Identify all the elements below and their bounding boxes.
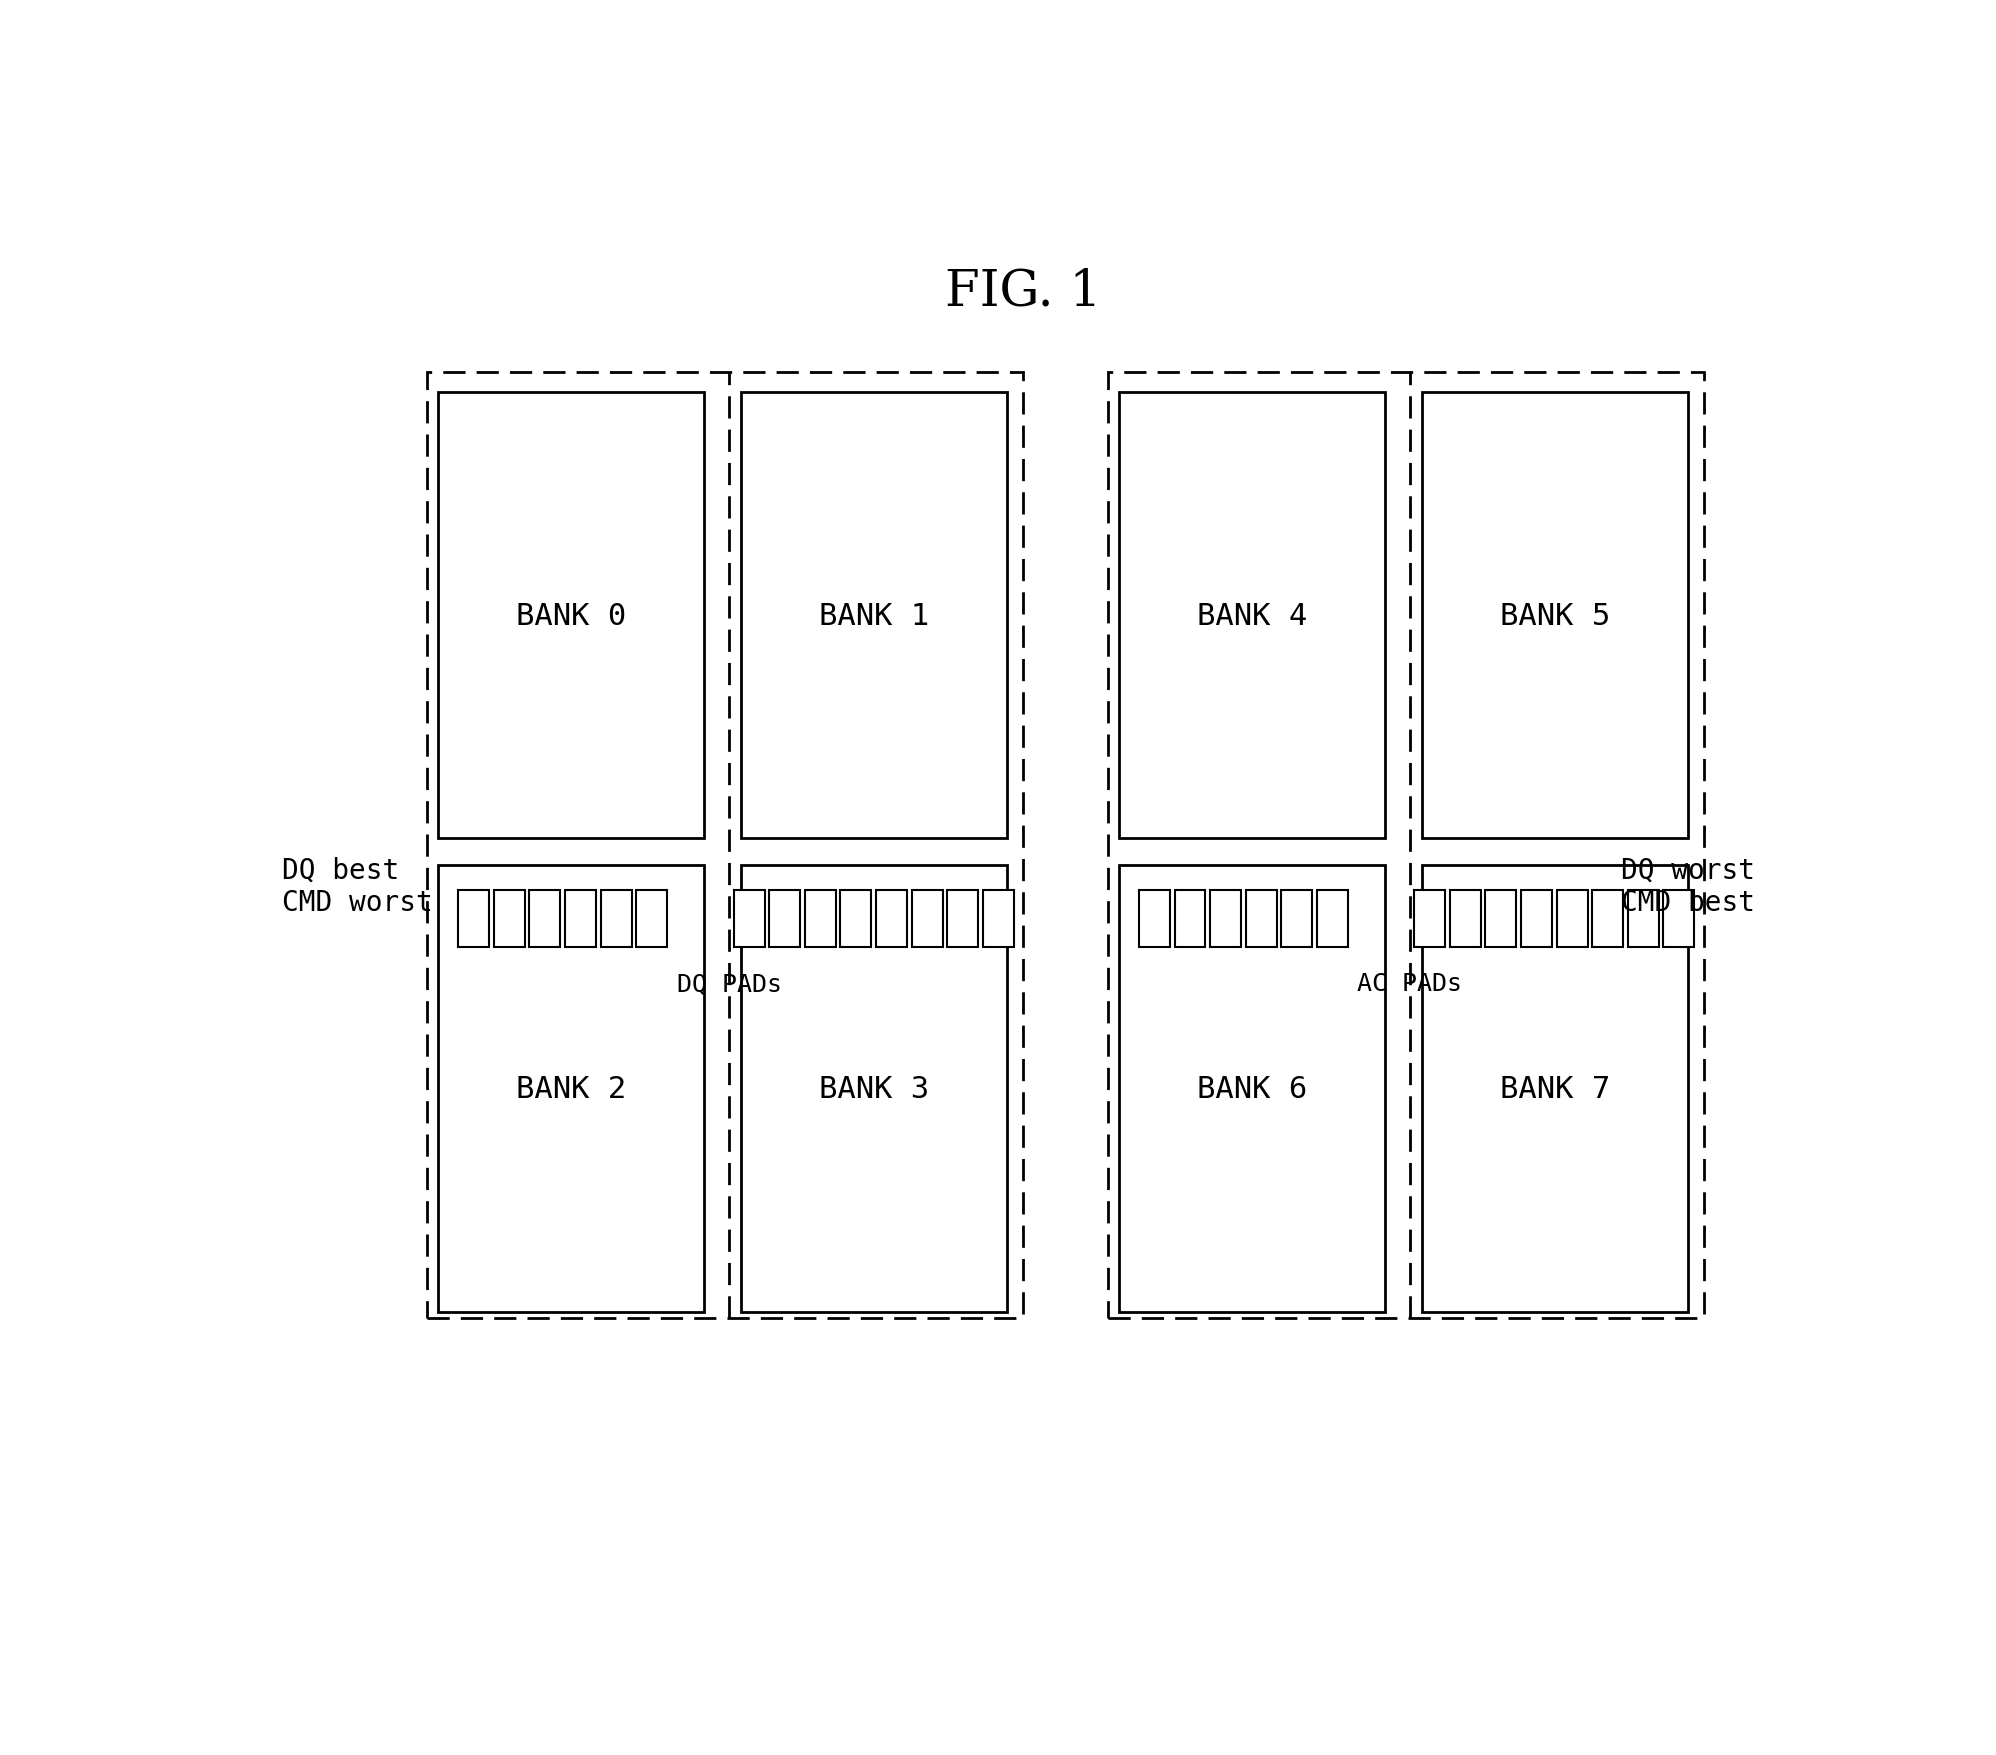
Bar (427, 372, 1022, 1318)
Text: BANK 2: BANK 2 (517, 1074, 627, 1104)
Bar (804, 890, 836, 948)
Bar (459, 890, 489, 948)
Bar (1120, 393, 1385, 839)
Bar (1281, 890, 1311, 948)
Bar (1140, 890, 1170, 948)
Bar (1557, 890, 1587, 948)
Bar (768, 890, 800, 948)
Text: BANK 0: BANK 0 (517, 602, 627, 630)
Text: AC PADs: AC PADs (1357, 972, 1463, 995)
Bar (1421, 865, 1689, 1313)
Bar (912, 890, 942, 948)
Bar (439, 865, 705, 1313)
Text: BANK 7: BANK 7 (1499, 1074, 1611, 1104)
Bar (1421, 393, 1689, 839)
Text: BANK 3: BANK 3 (818, 1074, 930, 1104)
Bar (1415, 890, 1445, 948)
Bar (565, 890, 597, 948)
Bar (493, 890, 525, 948)
Bar (741, 865, 1008, 1313)
Text: BANK 5: BANK 5 (1499, 602, 1611, 630)
Bar (741, 393, 1008, 839)
Bar (1246, 890, 1277, 948)
Bar (948, 890, 978, 948)
Bar (601, 890, 631, 948)
Bar (637, 890, 667, 948)
Bar (1485, 890, 1517, 948)
Text: BANK 4: BANK 4 (1198, 602, 1307, 630)
Bar (735, 890, 764, 948)
Bar (1174, 890, 1206, 948)
Bar (1120, 865, 1385, 1313)
Bar (439, 393, 705, 839)
Text: FIG. 1: FIG. 1 (944, 267, 1102, 316)
Bar (1663, 890, 1695, 948)
Bar (529, 890, 561, 948)
Bar (876, 890, 906, 948)
Bar (1593, 890, 1623, 948)
Bar (1317, 890, 1347, 948)
Text: BANK 1: BANK 1 (818, 602, 930, 630)
Bar (1521, 890, 1553, 948)
Bar (840, 890, 872, 948)
Text: DQ best
CMD worst: DQ best CMD worst (281, 856, 433, 916)
Bar (1210, 890, 1242, 948)
Bar (1108, 372, 1705, 1318)
Text: BANK 6: BANK 6 (1198, 1074, 1307, 1104)
Text: DQ PADs: DQ PADs (677, 972, 782, 995)
Bar (1449, 890, 1481, 948)
Text: DQ worst
CMD best: DQ worst CMD best (1621, 856, 1754, 916)
Bar (982, 890, 1014, 948)
Bar (1629, 890, 1659, 948)
